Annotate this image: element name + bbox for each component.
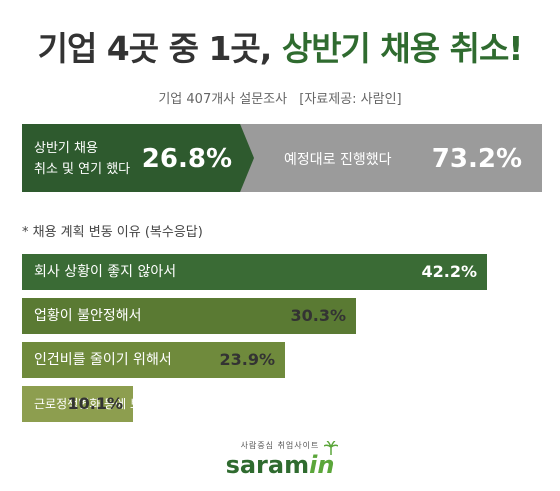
cancel-label: 상반기 채용 취소 및 연기 했다 [34,141,131,177]
logo-brand: saramin [226,441,339,479]
cancel-value: 26.8% [141,144,232,174]
bar-3: 인건비를 줄이기 위해서 23.9% [22,342,285,378]
saramin-logo: 사람중심 취업사이트 saramin [0,440,560,479]
bar-2: 업황이 불안정해서 30.3% [22,298,356,334]
proceed-label: 예정대로 진행했다 [284,152,392,168]
logo-tagline: 사람중심 취업사이트 [240,441,320,450]
bar-label-1: 회사 상황이 좋지 않아서 [34,264,177,280]
title-part1: 기업 4곳 중 1곳, [37,29,273,68]
bar-4: 근로정책변화 등에 보수적인 대응을 위해 10.1% [22,386,237,422]
split-bar-cancel: 상반기 채용 취소 및 연기 했다 26.8% [22,124,254,192]
page-title: 기업 4곳 중 1곳, 상반기 채용 취소! [0,22,560,70]
bar-label-3: 인건비를 줄이기 위해서 [34,352,172,368]
subtitle: 기업 407개사 설문조사 [자료제공: 사람인] [0,88,560,107]
bar-label-2: 업황이 불안정해서 [34,308,142,324]
data-source: [자료제공: 사람인] [299,92,402,107]
chart-note: * 채용 계획 변동 이유 (복수응답) [22,225,203,240]
proceed-value: 73.2% [431,144,522,174]
split-bar-proceed: 예정대로 진행했다 73.2% [236,124,542,192]
bar-1: 회사 상황이 좋지 않아서 42.2% [22,254,487,290]
bar-value-2: 30.3% [290,306,346,325]
palm-tree-icon [324,441,339,455]
title-part2: 상반기 채용 취소! [281,29,524,68]
bar-value-3: 23.9% [219,350,275,369]
bar-label-4: 근로정책변화 등에 보수적인 대응을 위해 [34,397,237,411]
survey-info: 기업 407개사 설문조사 [158,92,288,107]
bar-value-1: 42.2% [421,262,477,281]
bar-value-4: 10.1% [67,394,123,413]
